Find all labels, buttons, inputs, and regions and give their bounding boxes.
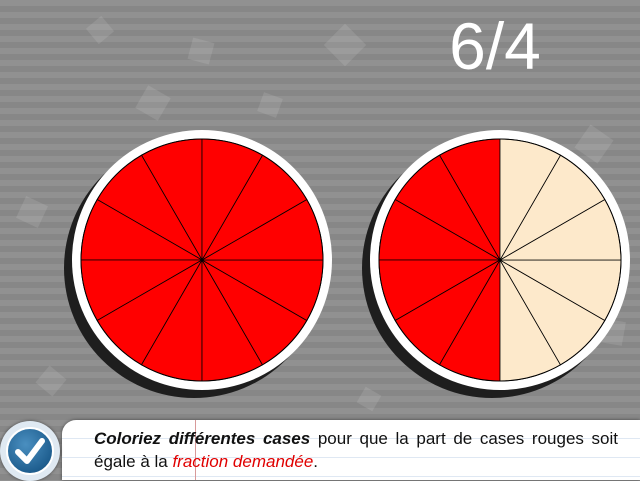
- wheel-right: [362, 130, 630, 398]
- wheel-left: [64, 130, 332, 398]
- wheel-outline: [80, 138, 324, 382]
- wheel-outline: [378, 138, 622, 382]
- instruction-emphasis: Coloriez différentes cases: [94, 429, 311, 448]
- instruction-body: pour que la part de cases rouges soit ég…: [94, 429, 618, 471]
- instruction-end: .: [313, 452, 319, 471]
- instruction-text: Coloriez différentes cases pour que la p…: [94, 427, 618, 473]
- notebook-margin-line: [195, 420, 196, 480]
- instruction-panel: [62, 420, 640, 480]
- target-fraction: 6/4: [449, 9, 541, 83]
- validate-button[interactable]: [0, 421, 60, 481]
- checkmark-icon: [15, 438, 45, 464]
- instruction-highlight: fraction demandée: [172, 452, 314, 471]
- validate-button-face: [6, 427, 54, 475]
